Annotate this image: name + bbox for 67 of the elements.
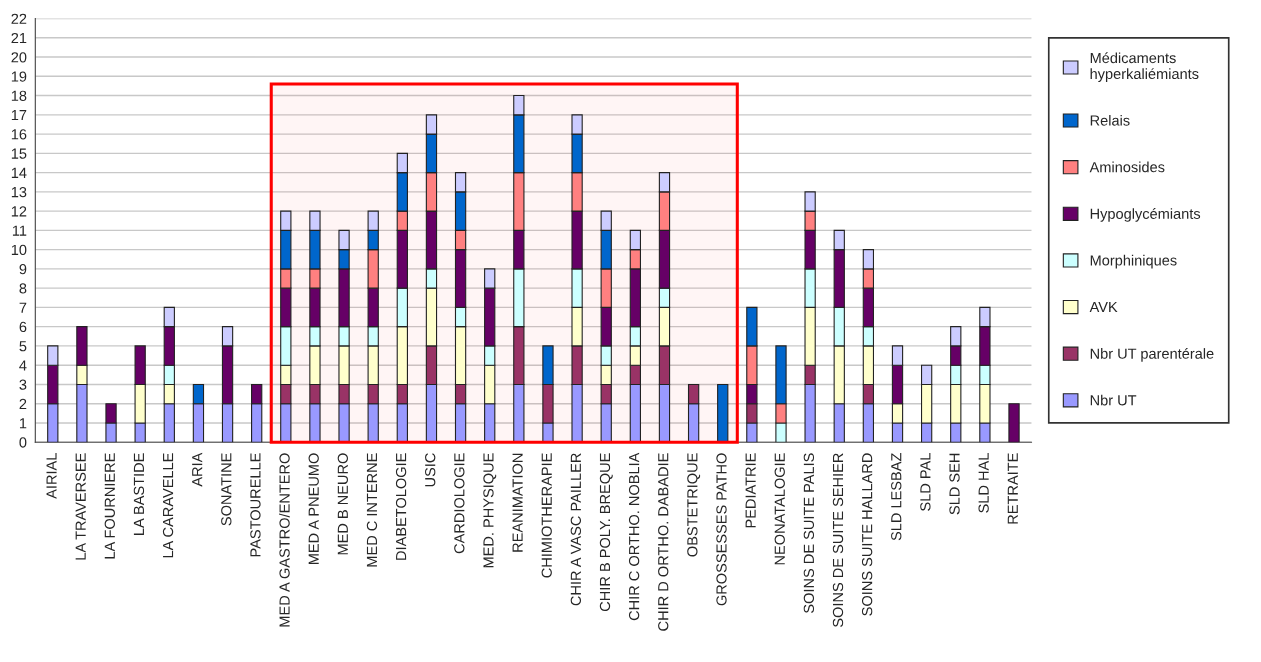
- x-tick-label: SOINS DE SUITE PALIS: [803, 453, 815, 613]
- y-tick-label: 2: [19, 398, 27, 409]
- y-tick-label: 10: [11, 244, 27, 256]
- x-tick-label: LA FOURNIERE: [104, 453, 115, 559]
- legend-label: Hypoglycémiants: [1090, 208, 1201, 222]
- y-tick-label: 20: [11, 52, 27, 63]
- y-tick-label: 1: [19, 418, 27, 429]
- x-tick-label: PEDIATRIE: [745, 453, 756, 528]
- x-tick-label: AIRIAL: [46, 453, 57, 499]
- x-tick-label: SONATINE: [221, 453, 232, 526]
- y-tick-label: 15: [11, 148, 27, 159]
- x-tick-label: DIABETOLOGIE: [395, 453, 407, 560]
- x-tick-label: CHIR C ORTHO. NOBLIA: [628, 452, 640, 621]
- legend-label: Médicaments hyperkaliémiants: [1090, 52, 1199, 82]
- x-tick-label: SLD LESBAZ: [891, 453, 902, 541]
- y-tick-label: 7: [19, 302, 27, 313]
- y-tick-label: 13: [11, 186, 27, 198]
- y-tick-label: 17: [11, 110, 27, 121]
- x-tick-label: MED C INTERNE: [366, 453, 378, 567]
- legend-label: Nbr UT parentérale: [1090, 347, 1214, 362]
- x-tick-label: GROSSESSES PATHO: [716, 453, 727, 606]
- y-tick-label: 12: [11, 206, 27, 217]
- x-tick-label: MED. PHYSIQUE: [483, 453, 497, 568]
- x-tick-label: CARDIOLOGIE: [454, 453, 465, 554]
- x-tick-label: CHIR B POLY. BREQUE: [599, 453, 613, 612]
- x-tick-label: SLD SEH: [949, 453, 960, 515]
- bar: [1008, 403, 1020, 443]
- y-tick-label: 14: [11, 167, 27, 178]
- y-tick-label: 22: [11, 13, 27, 24]
- y-tick-label: 21: [11, 32, 27, 44]
- x-tick-label: CHIR A VASC PAILLER: [570, 453, 582, 606]
- y-tick-label: 4: [19, 360, 27, 371]
- y-tick-label: 3: [19, 379, 27, 390]
- x-tick-label: CHIMIOTHERAPIE: [541, 453, 552, 578]
- y-tick-label: 0: [19, 437, 27, 448]
- x-tick-label: MED A GASTRO/ENTERO: [279, 453, 290, 627]
- legend-label: Nbr UT: [1090, 394, 1137, 406]
- x-tick-label: RETRAITE: [1007, 453, 1018, 524]
- x-tick-label: SLD HAL: [978, 453, 989, 513]
- x-tick-label: REANIMATION: [512, 453, 523, 552]
- legend-label: Morphiniques: [1090, 254, 1177, 269]
- legend-label: AVK: [1089, 302, 1118, 313]
- x-tick-label: MED A PNEUMO: [308, 453, 319, 565]
- x-tick-label: LA TRAVERSEE: [75, 453, 86, 560]
- x-tick-label: USIC: [425, 453, 436, 487]
- y-tick-label: 16: [11, 129, 27, 140]
- y-tick-label: 6: [19, 321, 27, 333]
- x-tick-label: PASTOURELLE: [250, 453, 261, 557]
- y-tick-label: 18: [11, 90, 27, 101]
- x-tick-label: MED B NEURO: [337, 453, 348, 555]
- y-tick-label: 8: [19, 283, 27, 294]
- x-tick-label: OBSTETRIQUE: [687, 453, 701, 557]
- x-tick-label: CHIR D ORTHO. DABADIE: [658, 453, 669, 631]
- y-tick-label: 9: [19, 263, 27, 275]
- x-tick-label: LA BASTIDE: [133, 453, 145, 535]
- y-tick-label: 5: [19, 341, 27, 352]
- x-tick-label: ARIA: [192, 452, 203, 487]
- x-tick-label: NEONATALOGIE: [774, 453, 785, 565]
- x-tick-label: SOINS DE SUITE SEHIER: [832, 453, 844, 628]
- y-tick-label: 19: [11, 71, 27, 82]
- legend-label: Aminosides: [1089, 161, 1165, 173]
- x-tick-label: SOINS SUITE HALLARD: [861, 453, 873, 616]
- y-tick-label: 11: [12, 225, 27, 236]
- legend-label: Relais: [1090, 114, 1130, 126]
- bar: [717, 383, 729, 443]
- x-tick-label: LA CARAVELLE: [162, 453, 174, 558]
- x-tick-label: SLD PAL: [920, 453, 931, 511]
